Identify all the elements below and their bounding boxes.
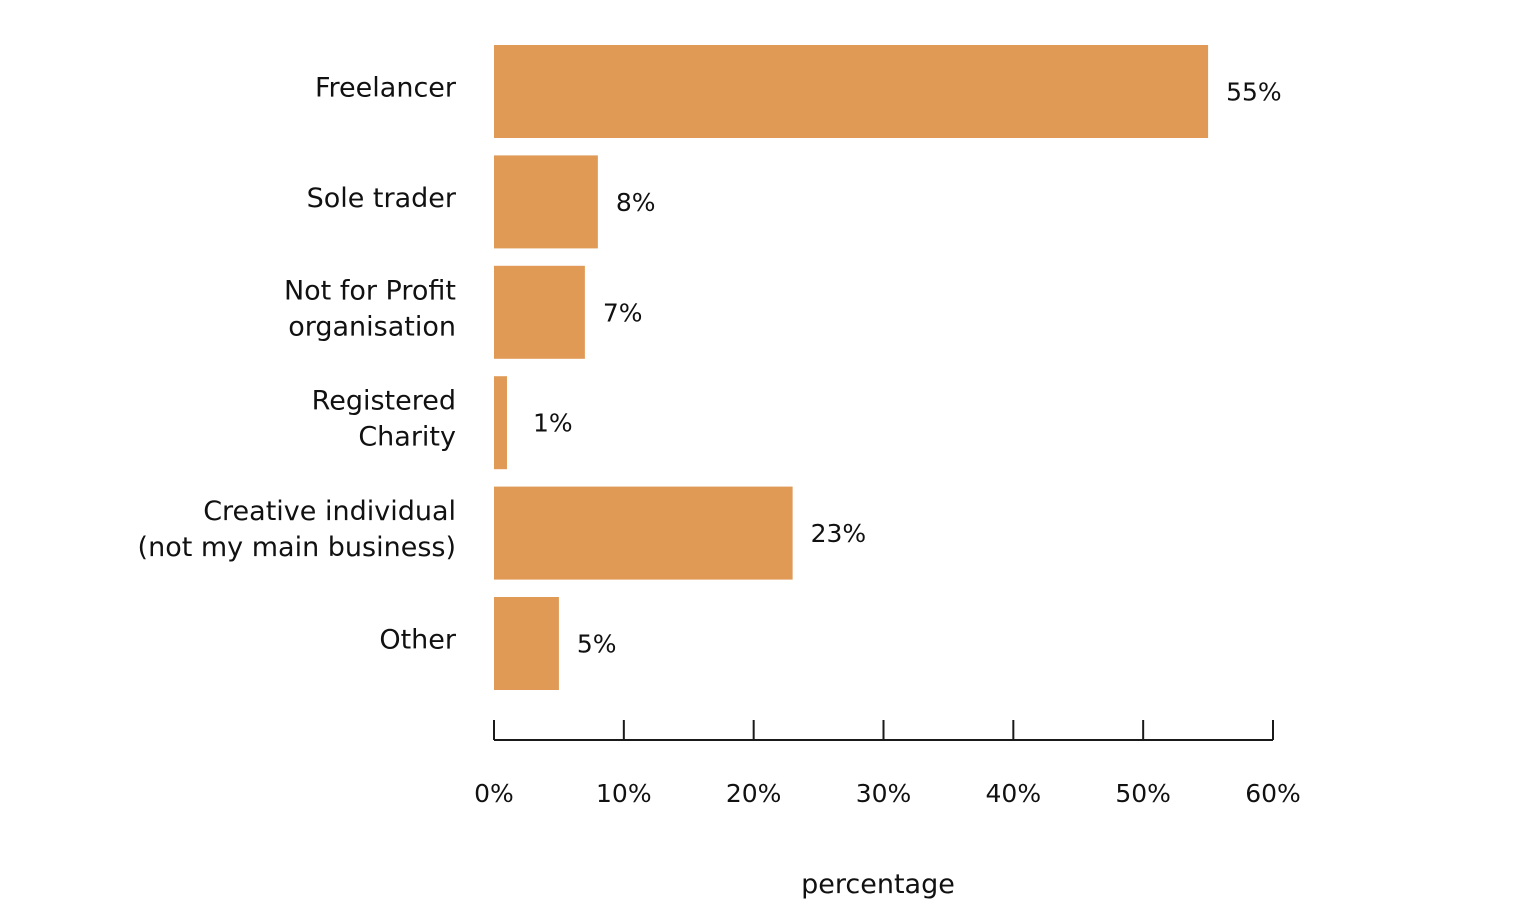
x-tick-label: 30% [856, 779, 912, 808]
bar-freelancer [494, 45, 1209, 138]
category-label-line: Other [379, 625, 457, 656]
value-label-registered-charity: 1% [533, 409, 573, 438]
category-label-sole-trader: Sole trader [307, 183, 457, 214]
value-label-not-for-profit-organisation: 7% [603, 298, 643, 327]
category-label-line: Charity [358, 422, 456, 453]
category-label-not-for-profit-organisation: Not for Profit organisation [284, 275, 456, 342]
category-labels-group: Freelancer Sole trader Not for Profit organ… [138, 73, 457, 656]
category-label-line: Sole trader [307, 183, 457, 214]
x-tick-label: 10% [596, 779, 652, 808]
category-label-registered-charity: Registered Charity [312, 386, 456, 453]
category-label-line: Registered [312, 386, 456, 417]
x-tick-label: 60% [1245, 779, 1301, 808]
category-label-line: Freelancer [315, 73, 457, 104]
value-labels-group: 55% 8% 7% 1% 23% 5% [533, 78, 1282, 659]
category-label-line: Creative individual [203, 496, 456, 527]
bars-group [494, 45, 1209, 690]
value-label-freelancer: 55% [1226, 78, 1282, 107]
bar-creative-individual-not-my-main-business [494, 486, 793, 580]
value-label-sole-trader: 8% [616, 188, 656, 217]
bar-sole-trader [494, 155, 598, 249]
category-label-line: (not my main business) [138, 532, 456, 563]
x-axis: 0% 10% 20% 30% 40% 50% 60% [474, 720, 1301, 808]
category-label-creative-individual-not-my-main-business: Creative individual (not my main business… [138, 496, 456, 563]
category-label-other: Other [379, 625, 457, 656]
bar-other [494, 597, 559, 690]
bar-registered-charity [494, 376, 507, 470]
x-axis-title: percentage [801, 869, 955, 900]
x-tick-label: 20% [726, 779, 782, 808]
x-tick-label: 0% [474, 779, 514, 808]
value-label-creative-individual-not-my-main-business: 23% [811, 519, 867, 548]
category-label-line: organisation [288, 311, 456, 342]
category-label-line: Not for Profit [284, 275, 456, 306]
category-label-freelancer: Freelancer [315, 73, 457, 104]
x-tick-label: 40% [986, 779, 1042, 808]
bar-not-for-profit-organisation [494, 265, 585, 359]
x-tick-label: 50% [1115, 779, 1171, 808]
value-label-other: 5% [577, 630, 617, 659]
